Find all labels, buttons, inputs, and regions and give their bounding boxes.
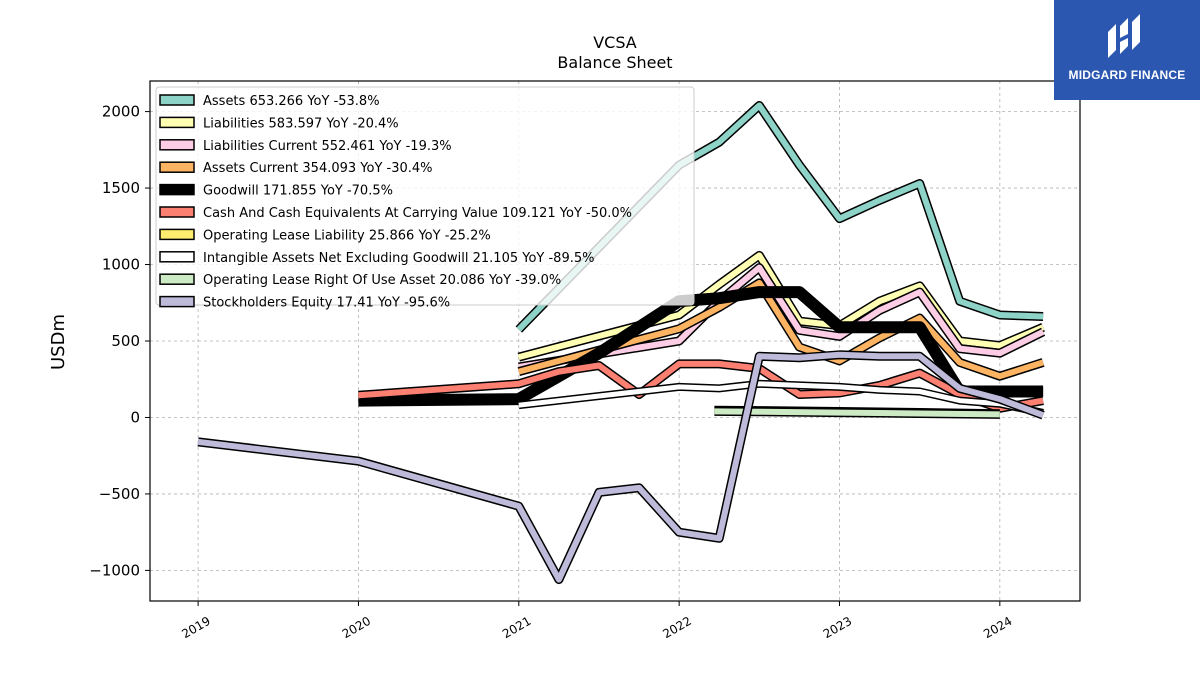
- legend-swatch: [159, 251, 195, 263]
- legend-swatch: [159, 228, 195, 241]
- legend-swatch: [159, 161, 195, 173]
- y-tick-label: 1500: [102, 179, 140, 197]
- logo-text: MIDGARD FINANCE: [1068, 68, 1186, 82]
- series-line: [518, 279, 1045, 380]
- chart-title: VCSA: [593, 33, 637, 52]
- series-layer: [197, 101, 1046, 585]
- y-tick-label: 0: [130, 408, 140, 426]
- legend-box: [155, 86, 695, 306]
- legend-entry: Assets Current 354.093 YoY -30.4%: [203, 161, 433, 176]
- series-line: [518, 381, 1044, 416]
- y-tick-label: 500: [111, 332, 140, 350]
- legend-entry: Liabilities Current 552.461 YoY -19.3%: [203, 139, 452, 154]
- legend-swatch: [159, 183, 195, 196]
- legend-entry: Intangible Assets Net Excluding Goodwill…: [203, 251, 594, 266]
- chart-subtitle: Balance Sheet: [557, 53, 672, 72]
- legend-swatch: [159, 295, 195, 308]
- y-axis-label: USDm: [48, 314, 69, 370]
- y-tick-label: −500: [99, 485, 140, 503]
- x-tick-label: 2021: [500, 614, 533, 641]
- x-tick-label: 2020: [340, 614, 373, 641]
- midgard-finance-logo: MIDGARD FINANCE: [1054, 0, 1200, 100]
- y-tick-label: 1000: [102, 256, 140, 274]
- legend-entry: Liabilities 583.597 YoY -20.4%: [203, 116, 399, 131]
- legend: Assets 653.266 YoY -53.8% Liabilities 583…: [155, 86, 695, 311]
- series-line: [714, 408, 1000, 418]
- legend-entry: Operating Lease Right Of Use Asset 20.08…: [203, 273, 561, 288]
- legend-entry: Assets 653.266 YoY -53.8%: [203, 94, 380, 109]
- legend-entry: Cash And Cash Equivalents At Carrying Va…: [203, 206, 632, 221]
- legend-entry: Stockholders Equity 17.41 YoY -95.6%: [203, 296, 450, 311]
- x-tick-label: 2019: [179, 614, 212, 641]
- x-tick-label: 2024: [981, 614, 1014, 641]
- legend-swatch: [159, 273, 195, 285]
- y-tick-label: −1000: [89, 561, 140, 579]
- legend-swatch: [159, 94, 195, 106]
- series-line: [516, 102, 1044, 332]
- legend-swatch: [159, 116, 195, 129]
- legend-swatch: [159, 206, 195, 218]
- y-tick-label: 2000: [102, 103, 140, 121]
- legend-swatch: [159, 139, 195, 151]
- x-tick-label: 2023: [821, 614, 854, 641]
- legend-entry: Operating Lease Liability 25.866 YoY -25…: [203, 228, 491, 243]
- legend-entry: Goodwill 171.855 YoY -70.5%: [203, 184, 393, 199]
- x-tick-label: 2022: [660, 614, 693, 641]
- midgard-logo-icon: [1108, 14, 1140, 58]
- series-line: [197, 351, 1045, 583]
